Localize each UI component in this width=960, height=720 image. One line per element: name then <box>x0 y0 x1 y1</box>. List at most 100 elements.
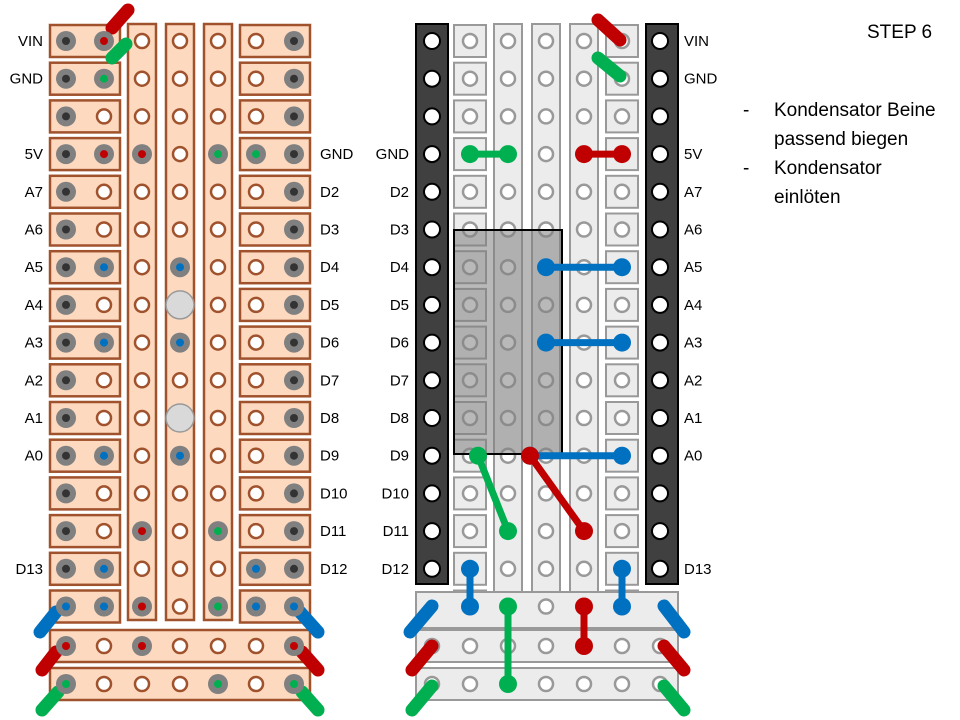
pin-label: D5 <box>320 297 339 314</box>
hole <box>537 183 555 201</box>
pin-dot <box>100 602 108 611</box>
pin-label: D2 <box>390 184 409 201</box>
hole <box>133 334 151 351</box>
pin-label: A0 <box>684 448 702 465</box>
pin-dot <box>290 489 298 498</box>
hole <box>499 32 517 50</box>
pin-label: D8 <box>390 410 409 427</box>
pin-label: GND <box>10 71 44 88</box>
pin-dot <box>62 642 70 650</box>
header-pin <box>651 484 669 503</box>
header-pin <box>423 295 441 314</box>
wire-end <box>33 605 63 639</box>
instruction-text-2: Kondensator einlöten <box>774 158 882 208</box>
hole <box>209 637 227 655</box>
pin-label: D12 <box>320 561 348 578</box>
pin-label: VIN <box>18 33 43 50</box>
instruction-text-1: Kondensator Beine passend biegen <box>774 100 936 150</box>
pin-dot <box>100 338 108 347</box>
header-pin <box>651 559 669 578</box>
wire-end <box>575 522 593 541</box>
hole <box>575 675 593 693</box>
pin-dot <box>62 680 70 688</box>
pin-label: D7 <box>390 372 409 389</box>
header-pin <box>651 371 669 390</box>
pin-dot <box>290 680 298 688</box>
hole <box>95 409 113 427</box>
hole <box>171 221 189 238</box>
pin-label: 5V <box>25 146 43 163</box>
pin-dot <box>100 451 108 460</box>
pin-label: A1 <box>25 410 43 427</box>
hole <box>95 183 113 201</box>
hole <box>171 372 189 389</box>
hole <box>575 409 593 427</box>
pin-dot <box>138 527 146 536</box>
pin-label: D9 <box>320 448 339 465</box>
hole <box>133 183 151 201</box>
hole <box>247 296 265 314</box>
hole <box>613 108 631 125</box>
hole <box>209 296 227 314</box>
hole <box>133 32 151 50</box>
hole <box>613 637 631 655</box>
hole <box>247 183 265 201</box>
hole <box>613 183 631 201</box>
hole <box>537 560 555 578</box>
pin-label: D5 <box>390 297 409 314</box>
pin-dot <box>100 37 108 45</box>
pin-label: D8 <box>320 410 339 427</box>
wire-end <box>575 597 593 616</box>
hole <box>613 296 631 314</box>
pin-label: A2 <box>684 372 702 389</box>
hole <box>95 221 113 238</box>
wire-end <box>293 605 325 639</box>
hole <box>209 409 227 427</box>
wire-end <box>405 679 439 717</box>
pin-dot <box>290 300 298 309</box>
hole <box>461 70 479 87</box>
wire-end <box>613 145 631 164</box>
hole <box>537 637 555 655</box>
pin-dot <box>62 300 70 309</box>
hole <box>499 70 517 87</box>
hole <box>95 108 113 125</box>
wire-end <box>461 559 479 578</box>
pin-dot <box>62 376 70 385</box>
pin-dot <box>176 263 184 272</box>
hole <box>247 675 265 693</box>
hole <box>133 296 151 314</box>
header-pin <box>423 182 441 201</box>
capacitor-solder <box>165 403 195 433</box>
hole <box>209 334 227 351</box>
wire-end <box>613 258 631 277</box>
hole <box>247 70 265 87</box>
hole <box>133 409 151 427</box>
pin-dot <box>290 187 298 196</box>
wire-end <box>613 333 631 352</box>
hole <box>575 32 593 50</box>
hole <box>133 70 151 87</box>
wire-end <box>35 685 65 717</box>
hole <box>133 560 151 578</box>
hole <box>209 221 227 238</box>
hole <box>247 108 265 125</box>
pin-label: A4 <box>684 297 702 314</box>
hole <box>499 560 517 578</box>
pin-label: D9 <box>390 448 409 465</box>
pin-label: 5V <box>684 146 702 163</box>
pin-label: D4 <box>390 259 409 276</box>
hole <box>209 372 227 389</box>
hole <box>537 145 555 163</box>
wire-end <box>405 639 439 677</box>
hole <box>133 372 151 389</box>
pin-label: A6 <box>25 222 43 239</box>
pin-label: GND <box>684 71 718 88</box>
hole <box>247 447 265 464</box>
header-pin <box>423 32 441 50</box>
pin-dot <box>138 602 146 611</box>
hole <box>575 485 593 502</box>
pin-dot <box>290 225 298 234</box>
hole <box>171 637 189 655</box>
header-pin <box>651 32 669 50</box>
